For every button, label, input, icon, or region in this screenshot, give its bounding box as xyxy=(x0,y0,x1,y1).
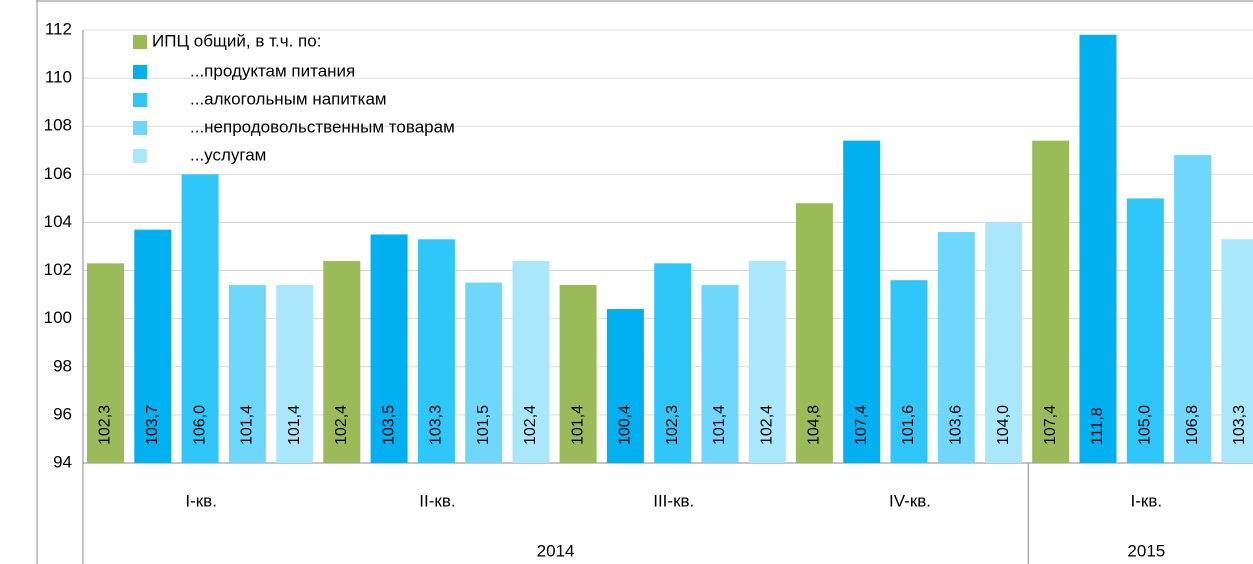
bar xyxy=(465,282,503,463)
y-tick-label: 102 xyxy=(44,260,72,279)
x-tick-label: IV-кв. xyxy=(889,491,931,510)
value-label: 105,0 xyxy=(1137,405,1154,445)
y-tick-label: 104 xyxy=(44,212,72,231)
legend-swatch xyxy=(133,149,147,163)
value-label: 102,4 xyxy=(333,405,350,445)
bar xyxy=(87,263,124,463)
x-tick-label: II-кв. xyxy=(419,491,455,510)
legend-swatch xyxy=(133,65,147,79)
value-label: 102,3 xyxy=(97,405,114,445)
x-tick-label: I-кв. xyxy=(1131,491,1163,510)
value-label: 111,8 xyxy=(1089,407,1106,445)
value-label: 102,4 xyxy=(522,405,539,445)
value-label: 103,5 xyxy=(380,405,397,445)
bar xyxy=(701,284,739,463)
y-tick-label: 100 xyxy=(44,308,72,327)
bar xyxy=(654,263,692,463)
y-tick-label: 108 xyxy=(44,116,72,135)
legend-label: ...алкогольным напиткам xyxy=(190,89,387,108)
value-label: 106,0 xyxy=(191,405,208,445)
group-label: 2014 xyxy=(537,541,575,560)
legend-label: ...непродовольственным товарам xyxy=(190,117,455,136)
bar xyxy=(890,280,928,463)
value-label: 107,4 xyxy=(853,405,870,445)
value-label: 101,6 xyxy=(900,405,917,445)
y-tick-label: 98 xyxy=(53,356,72,375)
y-tick-label: 96 xyxy=(53,404,72,423)
bar xyxy=(134,229,172,463)
legend-label: ...услугам xyxy=(190,145,266,164)
y-tick-label: 110 xyxy=(45,68,72,87)
bar xyxy=(1126,198,1164,463)
bar xyxy=(512,260,550,463)
x-tick-label: III-кв. xyxy=(653,491,694,510)
group-label: 2015 xyxy=(1127,541,1165,560)
value-label: 103,7 xyxy=(144,405,161,445)
bar xyxy=(937,232,975,463)
x-tick-label: I-кв. xyxy=(185,491,217,510)
value-label: 101,4 xyxy=(711,405,728,445)
value-label: 106,8 xyxy=(1184,405,1201,445)
value-label: 101,4 xyxy=(239,405,256,445)
value-label: 102,4 xyxy=(759,405,776,445)
bar xyxy=(985,222,1023,463)
value-label: 107,4 xyxy=(1042,405,1059,445)
value-label: 102,3 xyxy=(664,405,681,445)
bar xyxy=(1079,34,1117,464)
bar xyxy=(559,284,597,463)
bar xyxy=(1221,239,1253,463)
bar xyxy=(181,174,219,464)
legend-label: ИПЦ общий, в т.ч. по: xyxy=(152,31,321,50)
value-label: 103,3 xyxy=(428,405,445,445)
value-label: 104,8 xyxy=(806,405,823,445)
value-label: 104,0 xyxy=(995,405,1012,445)
legend-swatch xyxy=(133,93,147,107)
y-tick-label: 94 xyxy=(53,452,72,471)
value-label: 103,3 xyxy=(1231,405,1248,445)
bar xyxy=(606,309,644,463)
bar xyxy=(843,140,881,463)
bar xyxy=(323,260,361,463)
legend-swatch xyxy=(133,121,147,135)
y-tick-label: 112 xyxy=(45,19,72,38)
bar xyxy=(1032,140,1070,463)
bar xyxy=(276,284,314,463)
value-label: 103,6 xyxy=(948,405,965,445)
legend-swatch xyxy=(133,35,147,49)
value-label: 100,4 xyxy=(617,405,634,445)
bar xyxy=(228,284,266,463)
value-label: 101,5 xyxy=(475,405,492,445)
bar xyxy=(417,239,455,463)
bar xyxy=(748,260,786,463)
value-label: 101,4 xyxy=(286,405,303,445)
y-tick-label: 106 xyxy=(44,164,72,183)
value-label: 101,4 xyxy=(569,405,586,445)
legend-label: ...продуктам питания xyxy=(190,61,355,80)
bar xyxy=(795,203,833,463)
bar xyxy=(370,234,408,463)
bar xyxy=(1174,155,1212,464)
